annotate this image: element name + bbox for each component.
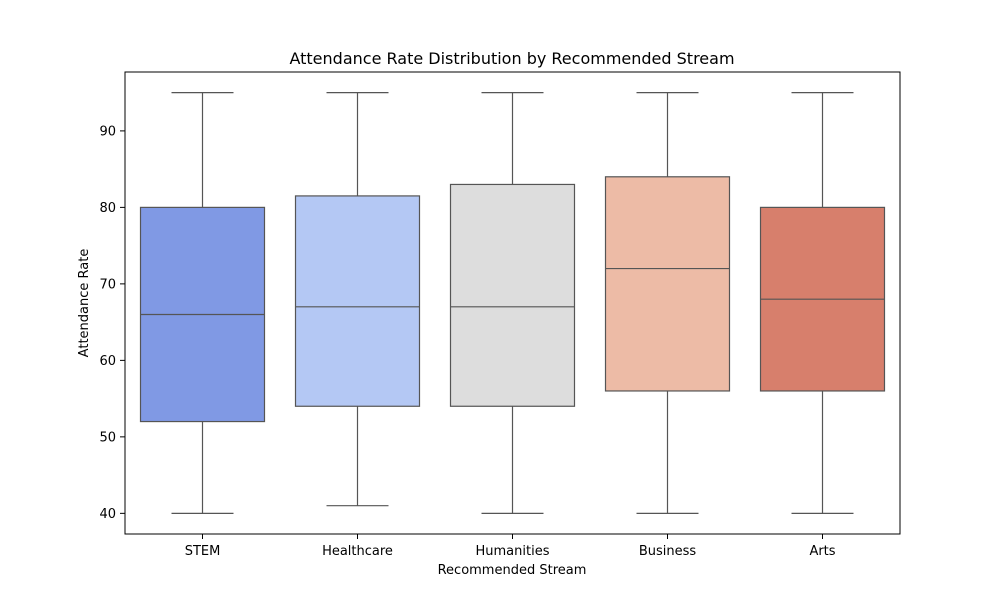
box-group-arts <box>759 92 886 514</box>
boxes-layer <box>139 92 886 514</box>
y-axis: 40 50 60 70 80 90 <box>99 124 125 522</box>
x-axis: STEM Healthcare Humanities Business Arts <box>185 534 836 559</box>
box-group-healthcare <box>294 92 421 507</box>
box-business <box>604 176 731 392</box>
x-tick-label: STEM <box>185 544 221 559</box>
x-tick-label: Humanities <box>476 544 550 559</box>
box-group-business <box>604 92 731 514</box>
box-healthcare <box>294 195 421 407</box>
y-tick-label: 60 <box>99 354 116 369</box>
y-tick-label: 70 <box>99 277 116 292</box>
x-tick-label: Business <box>639 544 697 559</box>
chart-title: Attendance Rate Distribution by Recommen… <box>289 49 734 68</box>
x-axis-label: Recommended Stream <box>438 563 587 578</box>
y-axis-label: Attendance Rate <box>77 249 92 358</box>
y-tick-label: 50 <box>99 430 116 445</box>
y-tick-label: 40 <box>99 507 116 522</box>
x-tick-label: Healthcare <box>322 544 393 559</box>
x-tick-label: Arts <box>809 544 835 559</box>
y-tick-label: 90 <box>99 124 116 139</box>
box-group-humanities <box>449 92 576 514</box>
box-group-stem <box>139 92 266 514</box>
box-humanities <box>449 183 576 407</box>
y-tick-label: 80 <box>99 201 116 216</box>
